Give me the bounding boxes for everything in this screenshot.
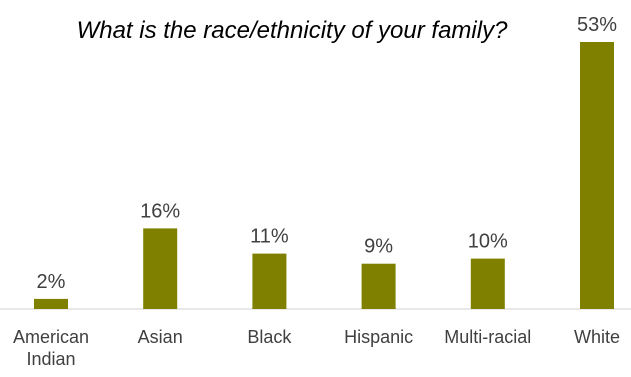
data-label-black: 11% <box>250 226 289 248</box>
bar-black <box>252 253 287 309</box>
data-label-white: 53% <box>577 14 617 36</box>
bar-multi-racial <box>470 258 505 309</box>
data-label-hispanic: 9% <box>364 236 393 258</box>
data-labels-group: 2% 16% 11% 9% 10% 53% <box>37 14 618 293</box>
category-label-asian: Asian <box>138 327 183 347</box>
category-label-american-indian: American Indian <box>13 327 89 369</box>
bars-group <box>34 42 614 309</box>
bar-hispanic <box>361 263 396 309</box>
category-label-hispanic: Hispanic <box>344 327 413 347</box>
chart-title: What is the race/ethnicity of your famil… <box>77 17 508 44</box>
category-label-black: Black <box>247 327 292 347</box>
category-labels-group: American Indian Asian Black Hispanic Multi-ra… <box>13 327 620 369</box>
data-label-asian: 16% <box>140 200 180 222</box>
bar-white <box>580 42 614 309</box>
data-label-american-indian: 2% <box>37 271 66 293</box>
category-label-multi-racial: Multi-racial <box>444 327 531 347</box>
data-label-multi-racial: 10% <box>468 231 508 253</box>
category-label-white: White <box>574 327 620 347</box>
bar-asian <box>143 228 178 309</box>
bar-american-indian <box>34 298 68 309</box>
